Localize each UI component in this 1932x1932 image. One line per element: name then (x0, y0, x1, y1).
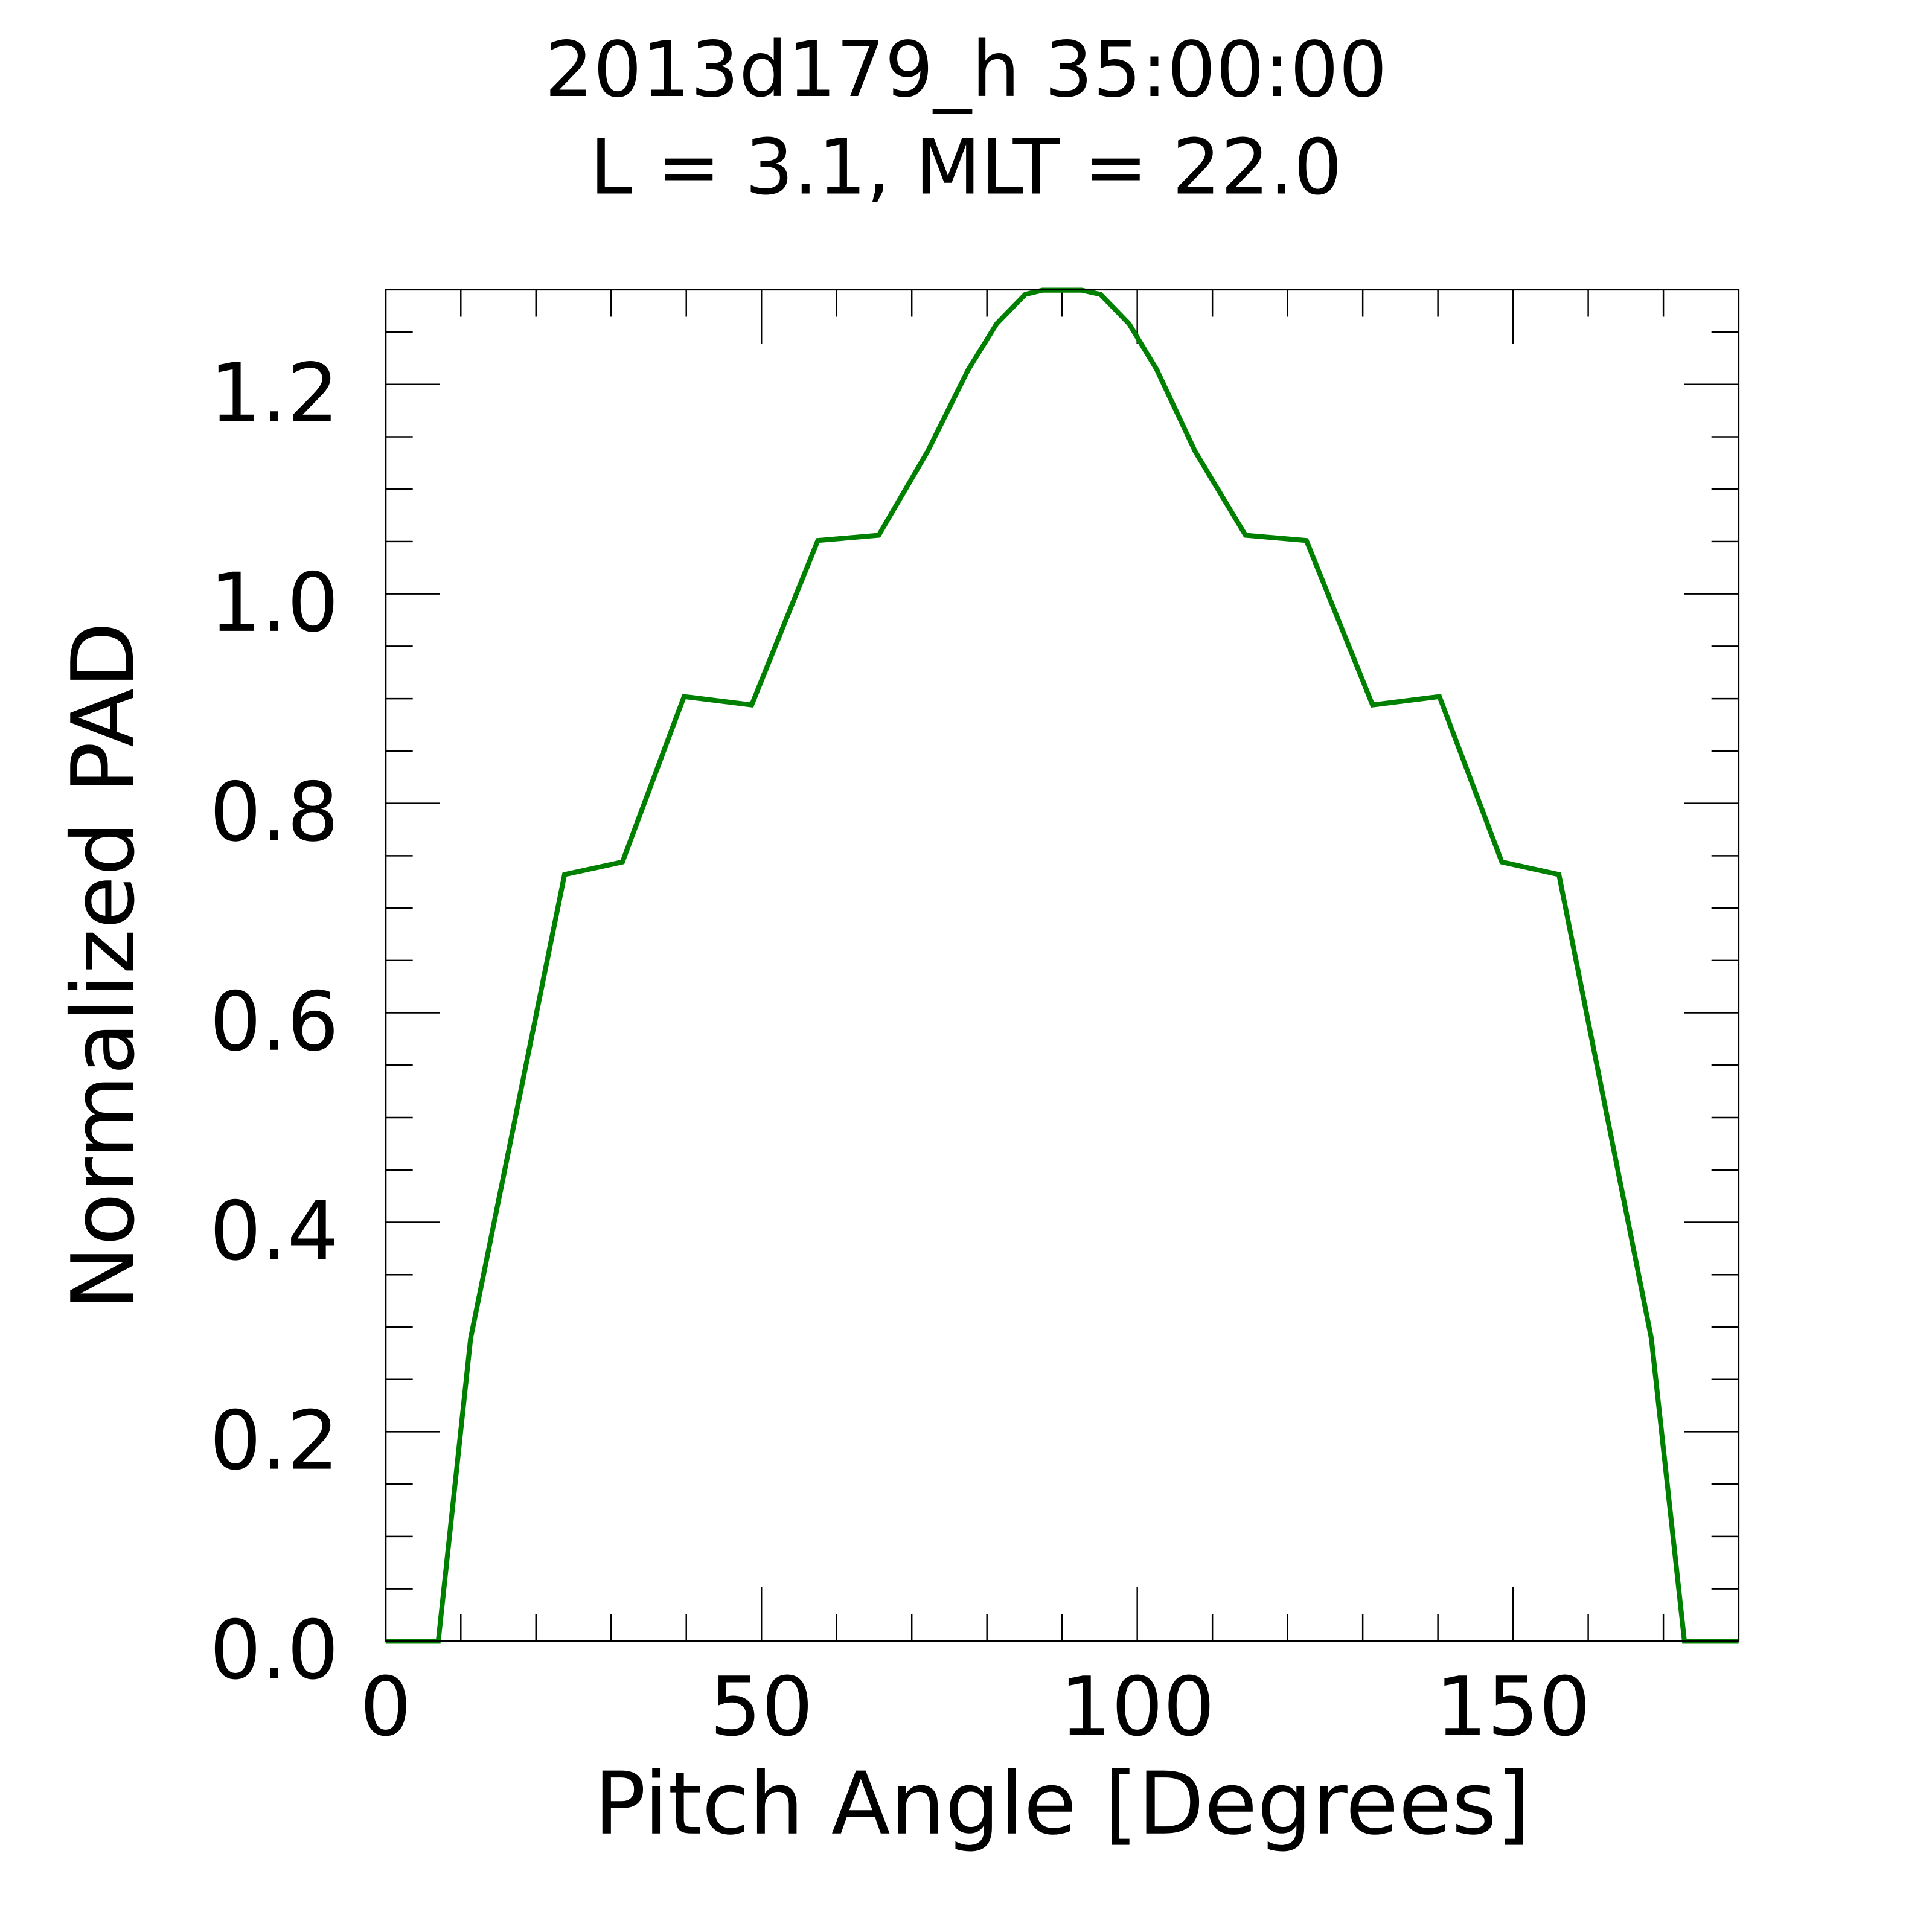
plot-frame (385, 289, 1740, 1642)
series-line (385, 287, 1739, 1644)
x-tick-label: 0 (360, 1659, 412, 1754)
y-tick-label: 0.2 (210, 1393, 339, 1488)
y-tick-label: 1.2 (210, 346, 339, 441)
y-tick-label: 0.0 (210, 1603, 339, 1698)
y-tick-label: 0.6 (210, 974, 339, 1069)
chart-title: 2013d179_h 35:00:00 (545, 25, 1387, 114)
y-axis-label: Normalized PAD (53, 622, 153, 1310)
x-tick-label: 50 (710, 1659, 813, 1754)
x-tick-label: 150 (1436, 1659, 1591, 1754)
y-tick-label: 1.0 (210, 555, 339, 650)
chart-subtitle: L = 3.1, MLT = 22.0 (590, 123, 1342, 211)
x-tick-label: 100 (1060, 1659, 1215, 1754)
y-tick-label: 0.4 (210, 1184, 339, 1279)
y-tick-label: 0.8 (210, 765, 339, 860)
x-axis-label: Pitch Angle [Degrees] (594, 1753, 1531, 1854)
